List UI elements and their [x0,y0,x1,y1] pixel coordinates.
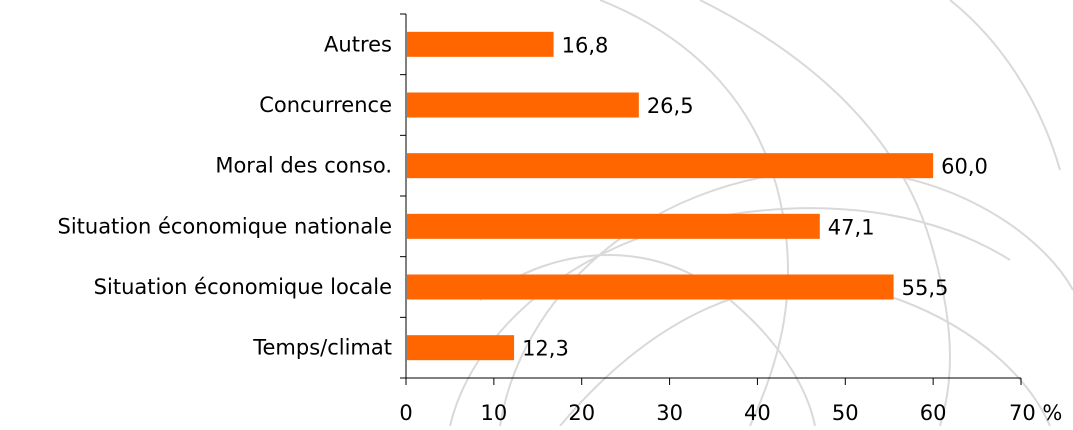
value-label: 60,0 [941,155,988,179]
category-label: Moral des conso. [215,154,392,178]
watermark-arc [599,0,789,427]
watermark-arc [449,207,1011,427]
bar [407,335,515,361]
background-watermark [449,0,1073,427]
bar [407,213,820,239]
x-tick-label: 50 [832,401,859,425]
bar [407,92,639,118]
bar [407,274,894,300]
bars [407,31,934,361]
watermark-arc [949,0,1061,171]
category-label: Temps/climat [252,336,392,360]
x-tick-label: 70 % [1009,401,1062,425]
category-label: Autres [324,32,392,56]
x-tick-label: 40 [744,401,771,425]
value-label: 55,5 [902,276,949,300]
x-tick-label: 20 [568,401,595,425]
value-label: 16,8 [562,33,609,57]
value-label: 12,3 [522,337,569,361]
x-tick-label: 10 [480,401,507,425]
x-tick-label: 30 [656,401,683,425]
x-tick-label: 0 [399,401,412,425]
watermark-arc [699,0,951,427]
value-label: 26,5 [647,94,694,118]
category-label: Concurrence [259,93,392,117]
watermark-arc [559,283,1051,427]
category-label: Situation économique nationale [57,214,392,238]
axes [400,13,1022,385]
bar [407,31,554,57]
labels: 0 10 20 30 40 50 60 70 % Autres 16,8 Concurrence 26… [57,32,1062,425]
bar [407,153,934,179]
category-label: Situation économique locale [94,275,392,299]
x-tick-label: 60 [920,401,947,425]
value-label: 47,1 [828,215,875,239]
